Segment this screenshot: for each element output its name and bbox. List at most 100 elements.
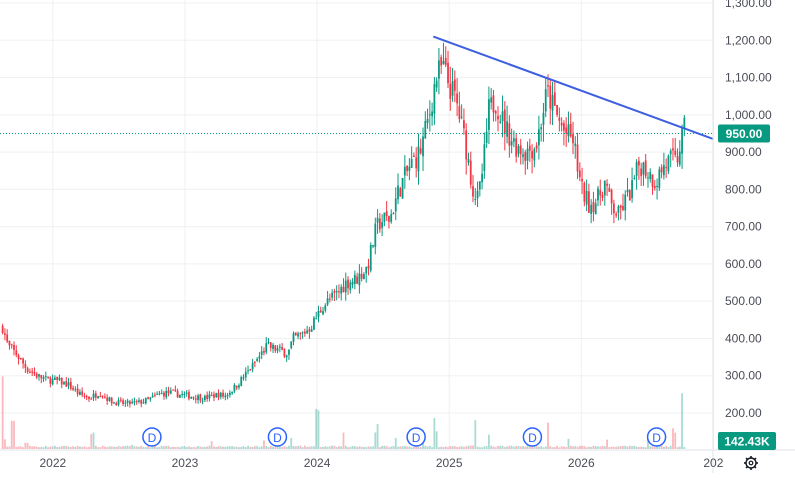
candle-body [383, 212, 386, 222]
volume-bar [413, 446, 415, 449]
candle-body [19, 358, 22, 360]
volume-bar [92, 432, 95, 449]
volume-bar [67, 446, 70, 449]
volume-bar [110, 446, 113, 449]
dividend-marker[interactable] [406, 427, 426, 447]
candle-body [519, 145, 522, 155]
dividend-marker[interactable] [142, 427, 162, 447]
candle-body [578, 170, 581, 178]
candle-body [144, 398, 147, 404]
candle-body [331, 292, 334, 298]
candle-body [544, 89, 547, 112]
dividend-marker[interactable] [522, 427, 543, 447]
candle-body [472, 186, 474, 197]
volume-bar [481, 447, 483, 449]
candle-body [612, 203, 615, 214]
candle-body [485, 131, 488, 143]
volume-bar [199, 446, 202, 449]
volume-bar [297, 446, 299, 449]
candle-body [342, 286, 345, 293]
volume-bar [363, 446, 365, 449]
volume-bar [578, 445, 581, 449]
dividend-marker[interactable] [267, 427, 288, 447]
candle-body [81, 391, 84, 396]
volume-bar [210, 441, 213, 449]
candle-body [540, 127, 543, 130]
volume-bar [174, 446, 177, 449]
candle-body [135, 401, 138, 403]
volume-bar [392, 446, 395, 449]
candle-body [1, 325, 4, 333]
volume-bar [503, 446, 506, 449]
volume-bar [15, 447, 18, 449]
candle-body [640, 168, 643, 176]
dividend-marker-label: D [273, 431, 282, 445]
volume-bar [140, 445, 143, 449]
candle-body [451, 81, 454, 96]
settings-gear-icon[interactable] [744, 456, 758, 470]
volume-bar [531, 446, 533, 449]
volume-bar [376, 424, 379, 449]
volume-bar [506, 446, 508, 449]
volume-bar [303, 445, 306, 449]
volume-bar [553, 447, 556, 449]
candle-body [340, 286, 343, 294]
candle-body [47, 376, 49, 378]
candle-body [667, 155, 670, 172]
volume-bar [572, 446, 574, 449]
candle-body [585, 190, 588, 205]
volume-bar [326, 446, 329, 449]
volume-bar [274, 446, 277, 449]
candle-body [528, 145, 531, 151]
volume-bar [260, 446, 263, 449]
volume-bar [13, 420, 15, 449]
volume-bar [633, 445, 636, 449]
candle-body [619, 205, 622, 208]
candle-body [592, 202, 595, 213]
volume-bar [615, 446, 618, 449]
volume-bar [385, 446, 388, 449]
volume-bar [649, 446, 652, 449]
candle-body [674, 150, 677, 156]
volume-bar [108, 446, 111, 449]
candle-body [99, 395, 102, 397]
volume-bar [458, 446, 461, 449]
candle-body [360, 273, 363, 279]
x-tick-label: 2023 [172, 456, 199, 470]
volume-bar [322, 446, 324, 449]
volume-bar [410, 447, 413, 449]
volume-bar [465, 446, 468, 449]
candle-body [363, 274, 365, 280]
candle-body [122, 400, 124, 404]
volume-bar [401, 446, 404, 449]
candle-body [344, 280, 347, 293]
volume-bar [99, 447, 102, 449]
volume-bar [226, 446, 229, 449]
candle-body [208, 394, 211, 399]
candle-body [22, 358, 24, 364]
candle-body [576, 144, 579, 172]
volume-bar [653, 447, 656, 449]
volume-bar [197, 445, 199, 449]
trendline[interactable] [432, 35, 714, 140]
volume-bar [54, 445, 56, 449]
volume-bar [449, 445, 452, 449]
y-tick-label: 1,100.00 [725, 71, 772, 85]
candle-body [6, 334, 9, 342]
volume-bar [347, 447, 349, 449]
volume-bar [165, 445, 168, 449]
y-tick-label: 1,000.00 [725, 108, 772, 122]
candle-body [65, 381, 68, 387]
candle-body [156, 393, 159, 395]
candle-body [658, 169, 661, 189]
candle-body [549, 85, 552, 109]
dividend-marker[interactable] [646, 427, 667, 447]
volume-bar [299, 445, 302, 449]
volume-bar [49, 446, 52, 449]
volume-bar [599, 446, 602, 449]
volume-bar [478, 447, 481, 449]
candle-body [101, 396, 104, 398]
candle-body [599, 190, 602, 196]
